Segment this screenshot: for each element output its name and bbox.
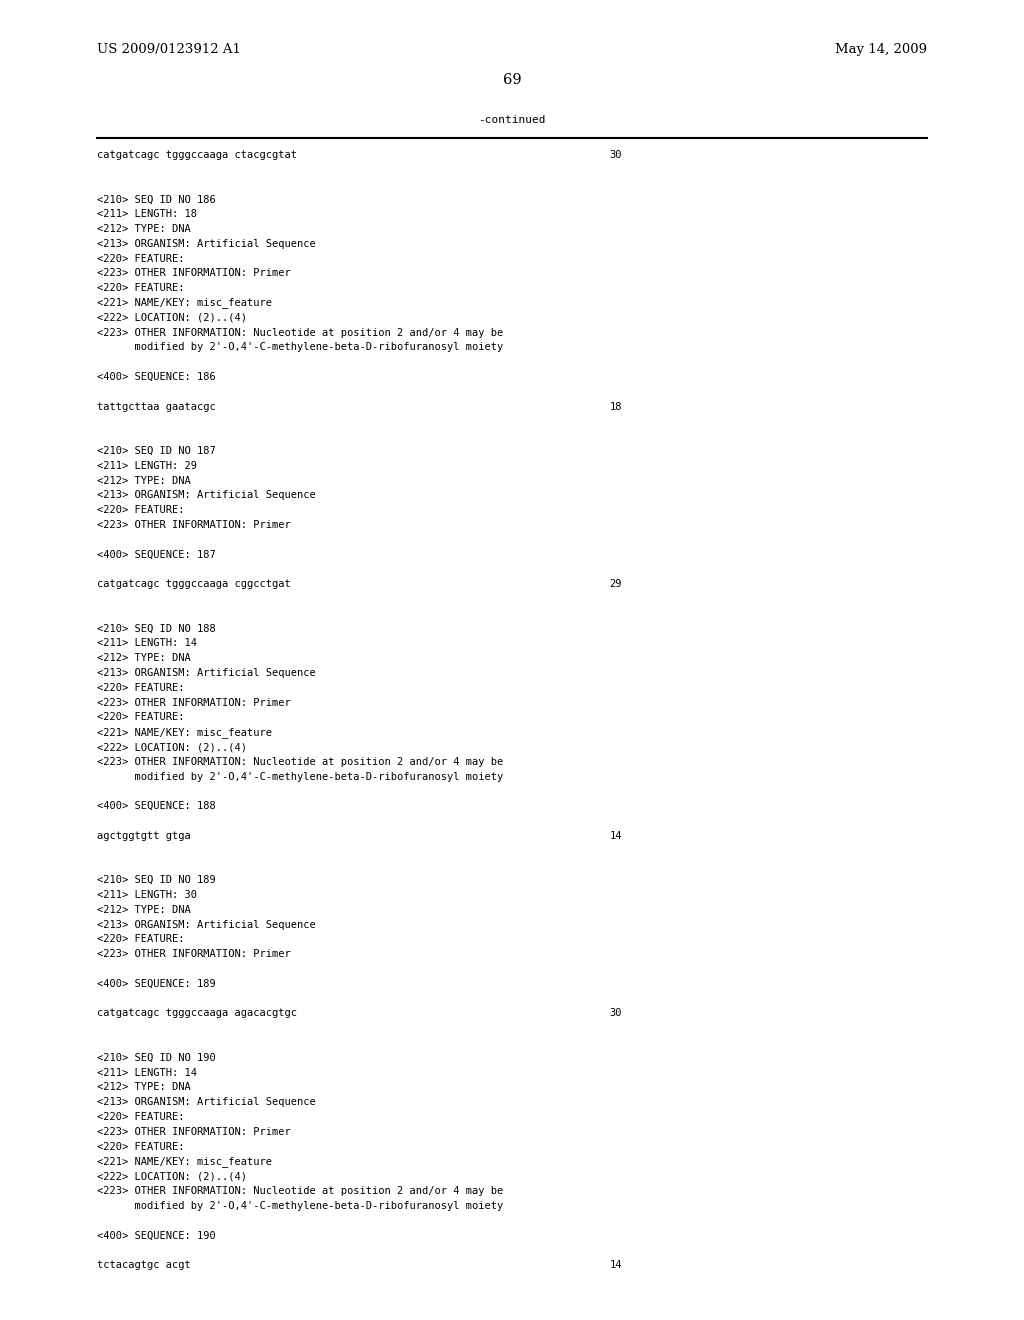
Text: US 2009/0123912 A1: US 2009/0123912 A1 (97, 44, 242, 57)
Text: modified by 2'-O,4'-C-methylene-beta-D-ribofuranosyl moiety: modified by 2'-O,4'-C-methylene-beta-D-r… (97, 1201, 504, 1210)
Text: tctacagtgc acgt: tctacagtgc acgt (97, 1261, 191, 1270)
Text: <223> OTHER INFORMATION: Primer: <223> OTHER INFORMATION: Primer (97, 1127, 291, 1137)
Text: <220> FEATURE:: <220> FEATURE: (97, 253, 184, 264)
Text: <223> OTHER INFORMATION: Primer: <223> OTHER INFORMATION: Primer (97, 520, 291, 531)
Text: <400> SEQUENCE: 187: <400> SEQUENCE: 187 (97, 549, 216, 560)
Text: modified by 2'-O,4'-C-methylene-beta-D-ribofuranosyl moiety: modified by 2'-O,4'-C-methylene-beta-D-r… (97, 342, 504, 352)
Text: 30: 30 (609, 150, 622, 160)
Text: <213> ORGANISM: Artificial Sequence: <213> ORGANISM: Artificial Sequence (97, 1097, 316, 1107)
Text: 14: 14 (609, 1261, 622, 1270)
Text: <212> TYPE: DNA: <212> TYPE: DNA (97, 904, 191, 915)
Text: <212> TYPE: DNA: <212> TYPE: DNA (97, 224, 191, 234)
Text: <221> NAME/KEY: misc_feature: <221> NAME/KEY: misc_feature (97, 1156, 272, 1167)
Text: <220> FEATURE:: <220> FEATURE: (97, 682, 184, 693)
Text: <220> FEATURE:: <220> FEATURE: (97, 506, 184, 515)
Text: <220> FEATURE:: <220> FEATURE: (97, 1142, 184, 1151)
Text: <213> ORGANISM: Artificial Sequence: <213> ORGANISM: Artificial Sequence (97, 491, 316, 500)
Text: <223> OTHER INFORMATION: Primer: <223> OTHER INFORMATION: Primer (97, 949, 291, 960)
Text: 30: 30 (609, 1008, 622, 1019)
Text: May 14, 2009: May 14, 2009 (835, 44, 927, 57)
Text: <210> SEQ ID NO 190: <210> SEQ ID NO 190 (97, 1053, 216, 1063)
Text: <213> ORGANISM: Artificial Sequence: <213> ORGANISM: Artificial Sequence (97, 920, 316, 929)
Text: 29: 29 (609, 579, 622, 589)
Text: <211> LENGTH: 29: <211> LENGTH: 29 (97, 461, 198, 471)
Text: <220> FEATURE:: <220> FEATURE: (97, 935, 184, 944)
Text: <212> TYPE: DNA: <212> TYPE: DNA (97, 475, 191, 486)
Text: <210> SEQ ID NO 188: <210> SEQ ID NO 188 (97, 623, 216, 634)
Text: <222> LOCATION: (2)..(4): <222> LOCATION: (2)..(4) (97, 742, 247, 752)
Text: <400> SEQUENCE: 186: <400> SEQUENCE: 186 (97, 372, 216, 381)
Text: tattgcttaa gaatacgc: tattgcttaa gaatacgc (97, 401, 216, 412)
Text: <212> TYPE: DNA: <212> TYPE: DNA (97, 1082, 191, 1093)
Text: <213> ORGANISM: Artificial Sequence: <213> ORGANISM: Artificial Sequence (97, 239, 316, 248)
Text: <220> FEATURE:: <220> FEATURE: (97, 713, 184, 722)
Text: <211> LENGTH: 14: <211> LENGTH: 14 (97, 639, 198, 648)
Text: <223> OTHER INFORMATION: Primer: <223> OTHER INFORMATION: Primer (97, 697, 291, 708)
Text: <221> NAME/KEY: misc_feature: <221> NAME/KEY: misc_feature (97, 297, 272, 309)
Text: modified by 2'-O,4'-C-methylene-beta-D-ribofuranosyl moiety: modified by 2'-O,4'-C-methylene-beta-D-r… (97, 772, 504, 781)
Text: 69: 69 (503, 73, 521, 87)
Text: <210> SEQ ID NO 189: <210> SEQ ID NO 189 (97, 875, 216, 886)
Text: <211> LENGTH: 18: <211> LENGTH: 18 (97, 209, 198, 219)
Text: <400> SEQUENCE: 188: <400> SEQUENCE: 188 (97, 801, 216, 812)
Text: agctggtgtt gtga: agctggtgtt gtga (97, 830, 191, 841)
Text: <222> LOCATION: (2)..(4): <222> LOCATION: (2)..(4) (97, 1171, 247, 1181)
Text: catgatcagc tgggccaaga ctacgcgtat: catgatcagc tgggccaaga ctacgcgtat (97, 150, 297, 160)
Text: <212> TYPE: DNA: <212> TYPE: DNA (97, 653, 191, 663)
Text: <400> SEQUENCE: 190: <400> SEQUENCE: 190 (97, 1230, 216, 1241)
Text: <223> OTHER INFORMATION: Nucleotide at position 2 and/or 4 may be: <223> OTHER INFORMATION: Nucleotide at p… (97, 756, 504, 767)
Text: <210> SEQ ID NO 187: <210> SEQ ID NO 187 (97, 446, 216, 455)
Text: catgatcagc tgggccaaga cggcctgat: catgatcagc tgggccaaga cggcctgat (97, 579, 291, 589)
Text: 18: 18 (609, 401, 622, 412)
Text: 14: 14 (609, 830, 622, 841)
Text: <211> LENGTH: 30: <211> LENGTH: 30 (97, 890, 198, 900)
Text: <211> LENGTH: 14: <211> LENGTH: 14 (97, 1068, 198, 1077)
Text: <221> NAME/KEY: misc_feature: <221> NAME/KEY: misc_feature (97, 727, 272, 738)
Text: <213> ORGANISM: Artificial Sequence: <213> ORGANISM: Artificial Sequence (97, 668, 316, 678)
Text: <220> FEATURE:: <220> FEATURE: (97, 1111, 184, 1122)
Text: <220> FEATURE:: <220> FEATURE: (97, 284, 184, 293)
Text: <223> OTHER INFORMATION: Nucleotide at position 2 and/or 4 may be: <223> OTHER INFORMATION: Nucleotide at p… (97, 1185, 504, 1196)
Text: -continued: -continued (478, 115, 546, 125)
Text: catgatcagc tgggccaaga agacacgtgc: catgatcagc tgggccaaga agacacgtgc (97, 1008, 297, 1019)
Text: <223> OTHER INFORMATION: Nucleotide at position 2 and/or 4 may be: <223> OTHER INFORMATION: Nucleotide at p… (97, 327, 504, 338)
Text: <223> OTHER INFORMATION: Primer: <223> OTHER INFORMATION: Primer (97, 268, 291, 279)
Text: <222> LOCATION: (2)..(4): <222> LOCATION: (2)..(4) (97, 313, 247, 323)
Text: <400> SEQUENCE: 189: <400> SEQUENCE: 189 (97, 979, 216, 989)
Text: <210> SEQ ID NO 186: <210> SEQ ID NO 186 (97, 194, 216, 205)
